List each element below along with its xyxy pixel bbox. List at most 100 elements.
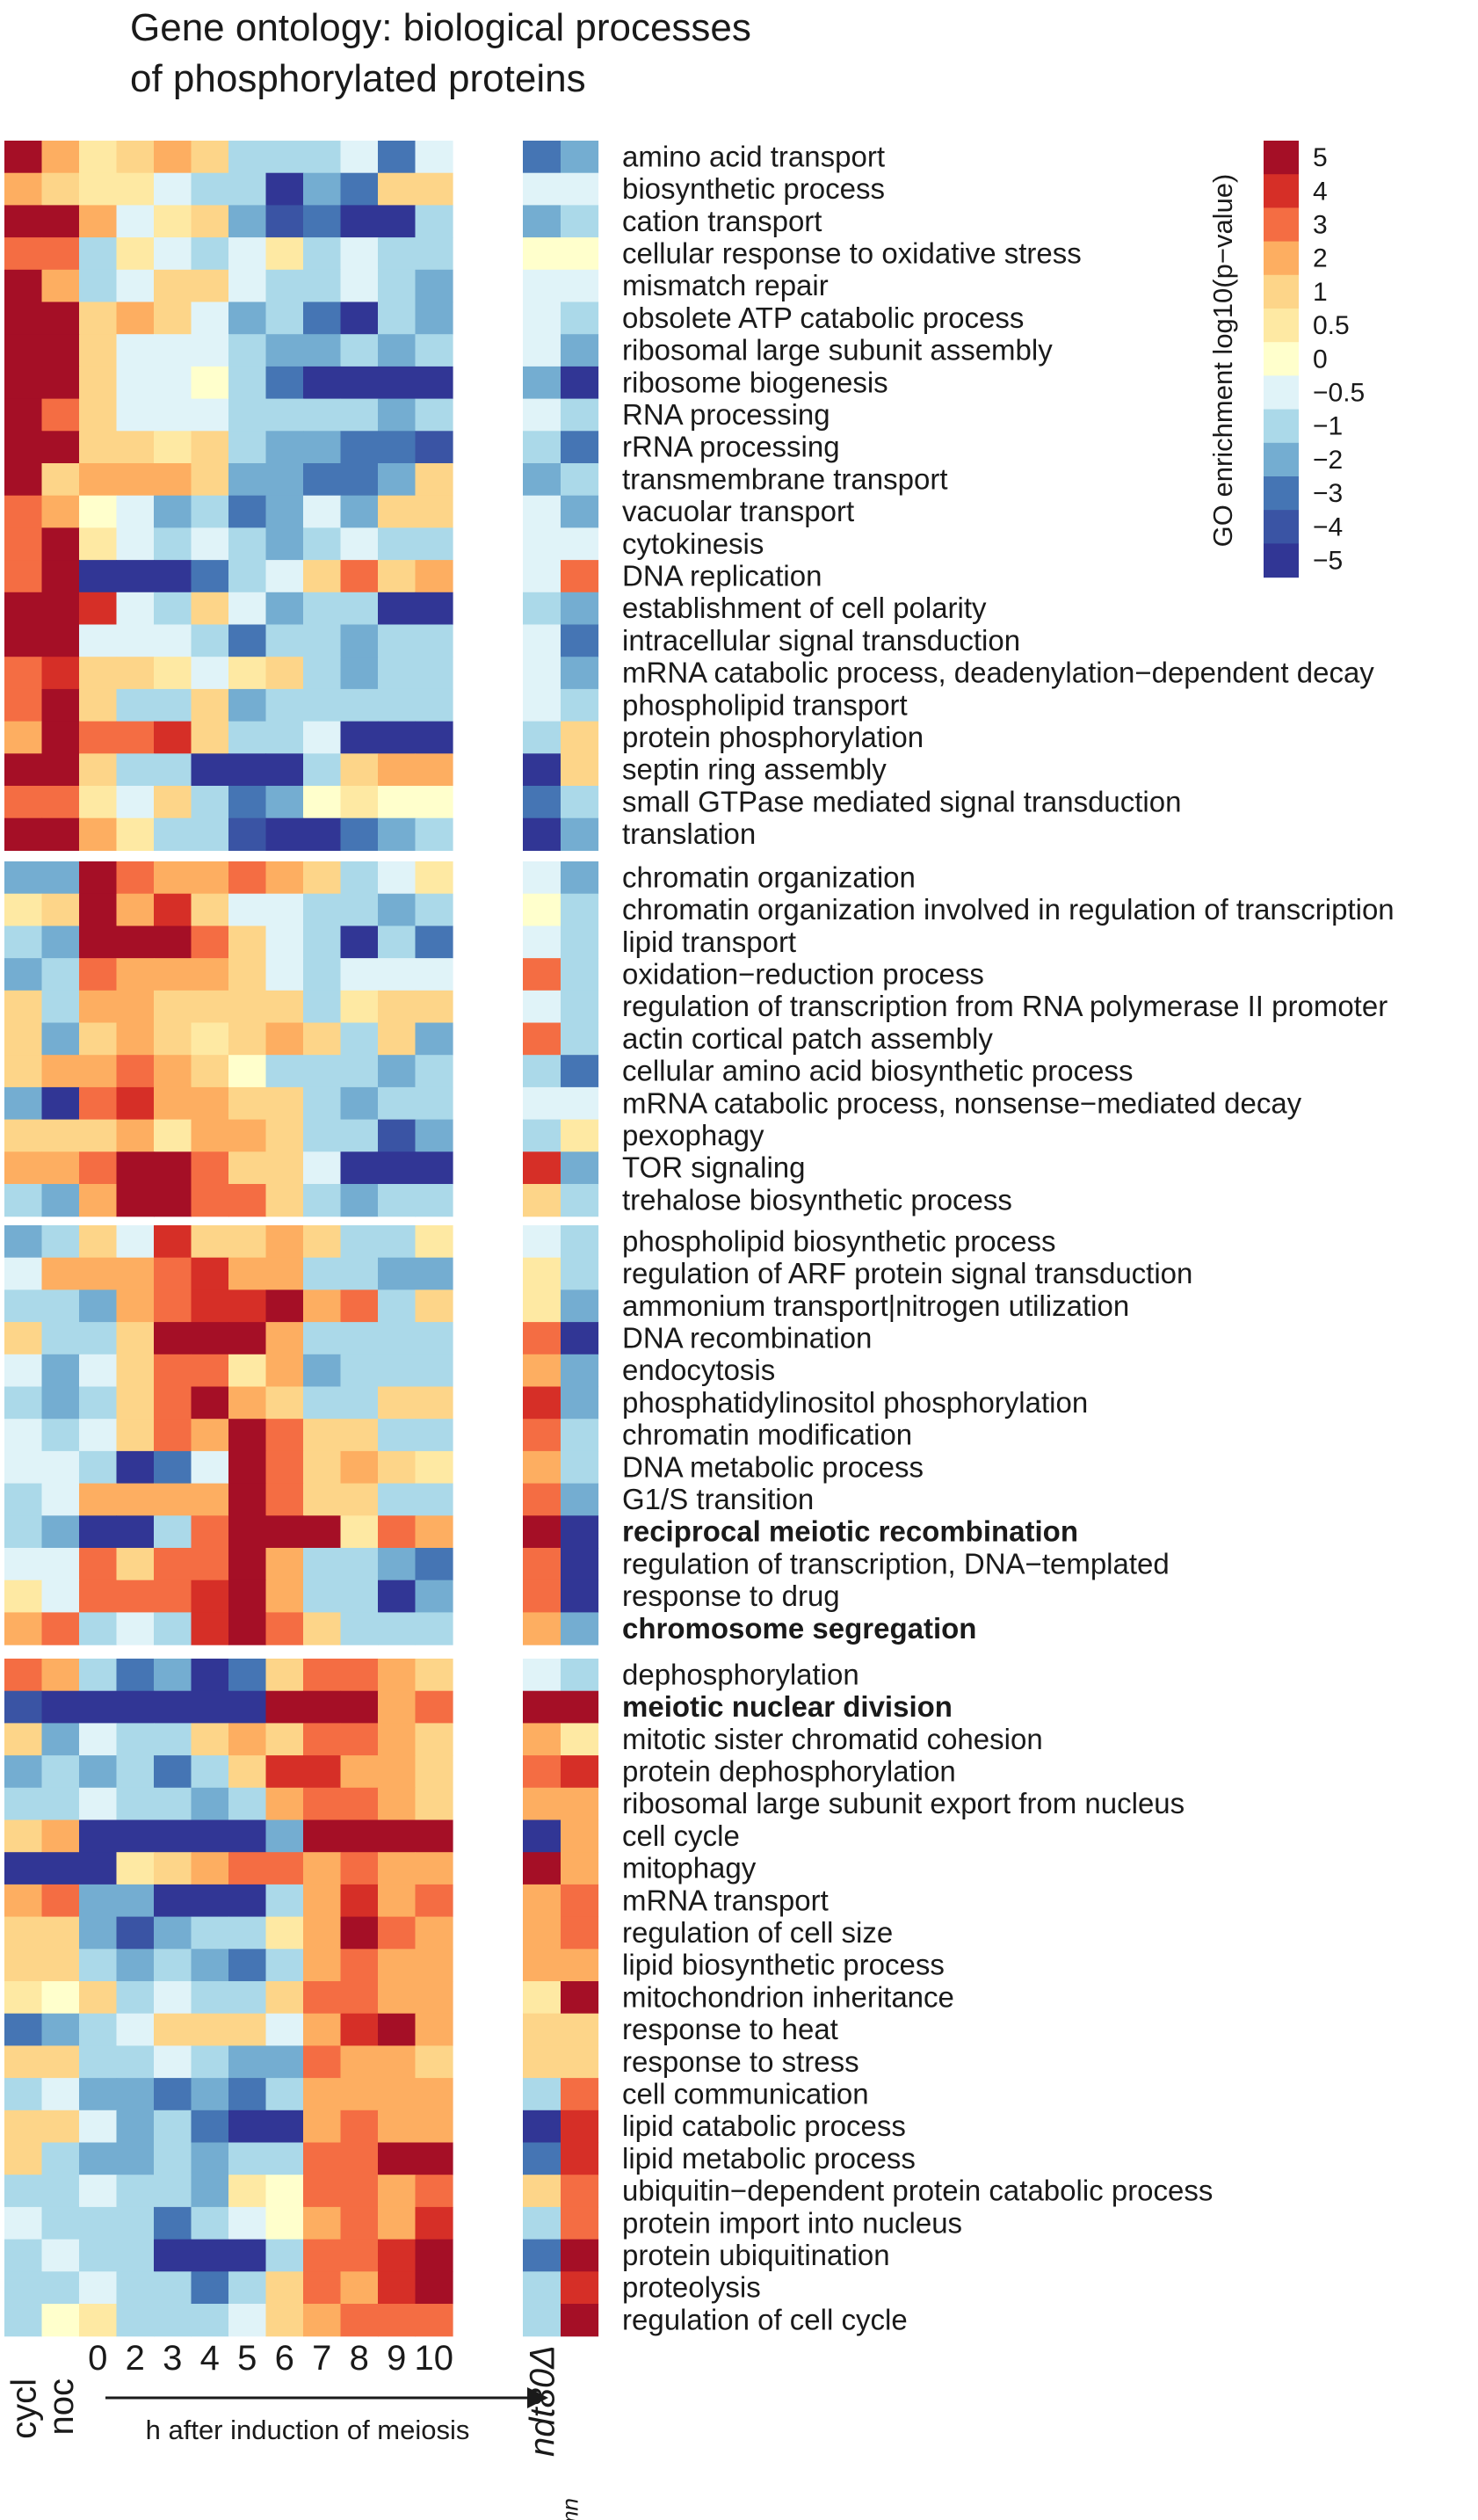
heatmap-cell <box>41 398 80 432</box>
heatmap-cell <box>154 1548 192 1581</box>
legend-title: GO enrichment log10(p−value) <box>1207 174 1238 548</box>
heatmap-cell <box>4 1086 43 1121</box>
heatmap-cell <box>41 2045 80 2079</box>
heatmap-cell <box>415 1119 453 1152</box>
heatmap-cell <box>303 1483 342 1516</box>
heatmap-cell <box>415 592 453 626</box>
heatmap-cell <box>561 1055 599 1088</box>
heatmap-cell <box>191 1515 229 1549</box>
heatmap-cell <box>79 1819 118 1853</box>
row-label: cytokinesis <box>622 527 764 560</box>
heatmap-cell <box>265 1022 304 1056</box>
heatmap-cell <box>378 269 417 303</box>
heatmap-cell <box>265 688 304 723</box>
heatmap-cell <box>340 1755 379 1789</box>
heatmap-cell <box>228 817 267 851</box>
heatmap-cell <box>378 893 417 926</box>
heatmap-cell <box>340 1548 379 1581</box>
heatmap-cell <box>41 786 80 819</box>
heatmap-cell <box>561 1151 599 1185</box>
heatmap-cell <box>561 817 599 851</box>
heatmap-cell <box>378 1119 417 1152</box>
heatmap-cell <box>116 527 155 561</box>
heatmap-cell <box>154 1690 192 1724</box>
heatmap-cell <box>340 237 379 271</box>
heatmap-cell <box>4 926 43 959</box>
heatmap-cell <box>265 527 304 561</box>
heatmap-cell <box>340 893 379 926</box>
heatmap-cell <box>79 592 118 626</box>
heatmap-cell <box>303 1119 342 1152</box>
heatmap-cell <box>4 527 43 561</box>
heatmap-cell <box>228 301 267 335</box>
heatmap-cell <box>79 1884 118 1918</box>
heatmap-cell <box>116 463 155 497</box>
heatmap-cell <box>265 1055 304 1088</box>
heatmap-cell <box>79 1151 118 1185</box>
heatmap-cell <box>340 1819 379 1853</box>
heatmap-cell <box>4 366 43 400</box>
heatmap-cell <box>265 2175 304 2208</box>
heatmap-cell <box>561 2045 599 2079</box>
heatmap-cell <box>116 1916 155 1950</box>
heatmap-cell <box>303 786 342 819</box>
heatmap-cell <box>265 301 304 335</box>
heatmap-cell <box>116 1659 155 1692</box>
column-label-control: cycl <box>4 2378 43 2439</box>
heatmap-cell <box>79 2271 118 2305</box>
heatmap-cell <box>523 624 561 657</box>
heatmap-cell <box>523 817 561 851</box>
heatmap-cell <box>4 2239 43 2272</box>
heatmap-cell <box>154 1086 192 1121</box>
heatmap-cell <box>415 2206 453 2240</box>
heatmap-cell <box>228 1022 267 1056</box>
heatmap-cell <box>415 398 453 432</box>
heatmap-cell <box>228 1755 267 1789</box>
heatmap-cell <box>415 1981 453 2015</box>
heatmap-cell <box>415 301 453 335</box>
heatmap-cell <box>378 1184 417 1217</box>
heatmap-cell <box>191 495 229 528</box>
heatmap-cell <box>191 592 229 626</box>
heatmap-cell <box>265 1852 304 1885</box>
row-label: protein dephosphorylation <box>622 1754 956 1787</box>
heatmap-cell <box>79 1386 118 1420</box>
heatmap-cell <box>415 1548 453 1581</box>
heatmap-cell <box>303 2045 342 2079</box>
heatmap-cell <box>340 1225 379 1259</box>
heatmap-cell <box>191 753 229 787</box>
heatmap-cell <box>340 990 379 1024</box>
heatmap-cell <box>191 2206 229 2240</box>
heatmap-cell <box>303 1289 342 1323</box>
legend-swatch <box>1264 207 1299 243</box>
heatmap-cell <box>228 1086 267 1121</box>
heatmap-cell <box>415 269 453 303</box>
heatmap-cell <box>4 1151 43 1185</box>
heatmap-cell <box>4 2304 43 2337</box>
heatmap-cell <box>116 1257 155 1290</box>
heatmap-cell <box>523 366 561 400</box>
heatmap-cell <box>340 527 379 561</box>
heatmap-cell <box>303 1580 342 1613</box>
heatmap-cell <box>378 301 417 335</box>
heatmap-cell <box>228 1612 267 1645</box>
heatmap-cell <box>523 334 561 367</box>
heatmap-cell <box>303 1612 342 1645</box>
heatmap-cell <box>340 463 379 497</box>
heatmap-cell <box>340 1981 379 2015</box>
heatmap-cell <box>415 1386 453 1420</box>
heatmap-cell <box>154 1949 192 1982</box>
heatmap-cell <box>265 1949 304 1982</box>
row-label: proteolysis <box>622 2271 761 2304</box>
heatmap-cell <box>378 2206 417 2240</box>
legend-tick-label: −4 <box>1313 512 1343 541</box>
heatmap-cell <box>415 1289 453 1323</box>
x-axis-caption-group: h after induction of meiosis <box>105 2387 548 2445</box>
heatmap-cell <box>378 1225 417 1259</box>
heatmap-cell <box>79 398 118 432</box>
row-label: RNA processing <box>622 398 830 431</box>
heatmap-cell <box>265 1659 304 1692</box>
row-label: meiotic nuclear division <box>622 1690 953 1723</box>
heatmap-cell <box>4 721 43 754</box>
heatmap-cell <box>265 657 304 690</box>
